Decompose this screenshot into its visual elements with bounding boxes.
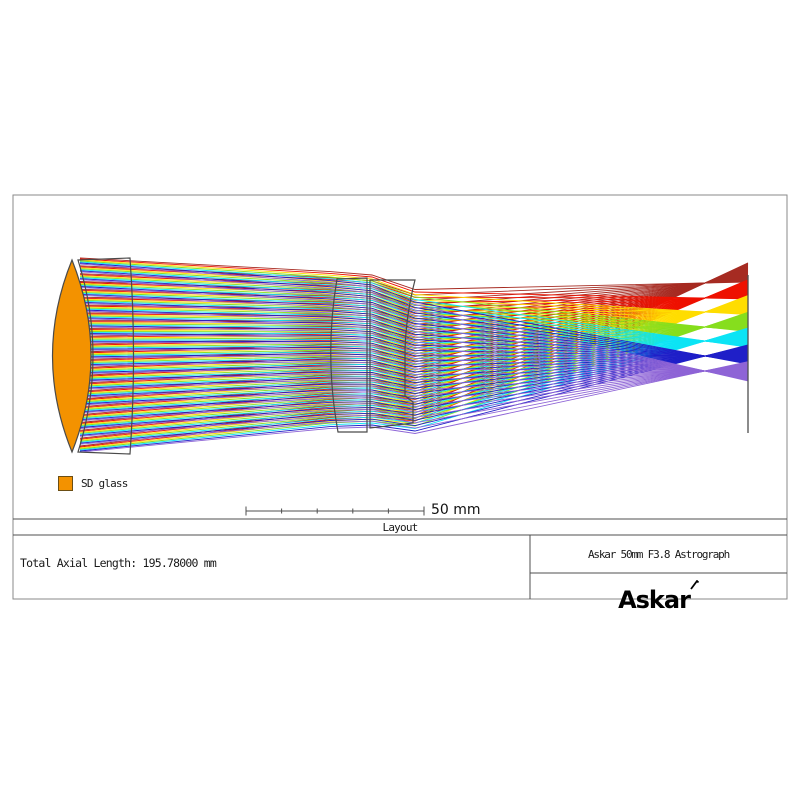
field-6-rays: [79, 262, 749, 452]
lens-elements: [51, 257, 416, 455]
field-1-focus-wedge: [705, 262, 748, 283]
brand-logo-text: Askar: [618, 586, 691, 614]
total-axial-length: Total Axial Length: 195.78000 mm: [20, 556, 217, 570]
field-5-rays: [79, 261, 749, 451]
ray-bundles: [79, 257, 749, 453]
field-3-focus-wedge: [705, 295, 748, 315]
scale-bar-label: 50 mm: [431, 502, 481, 518]
field-5-focus-wedge: [705, 328, 748, 348]
title-block-table: [12, 194, 788, 600]
brand-logo: Askar: [530, 572, 787, 613]
brand-logo-accent-icon: [690, 572, 700, 598]
system-title: Askar 50mm F3.8 Astrograph: [588, 548, 730, 561]
sd-glass-legend-label: SD glass: [81, 477, 128, 490]
front-lens-rear-element: [77, 257, 135, 455]
sd-glass-legend-swatch: [58, 476, 73, 491]
field-7-rays: [79, 263, 749, 453]
field-7-focus-wedge: [705, 361, 748, 381]
layout-title: Layout: [382, 521, 419, 534]
field-2-focus-wedge: [705, 279, 748, 299]
drawing-frame: [12, 194, 788, 600]
field-4-focus-wedge: [705, 312, 748, 332]
corrector-element-2: [369, 279, 416, 429]
front-lens-sd-glass: [51, 258, 92, 454]
field-6-focus-wedge: [705, 344, 748, 364]
scale-bar: [245, 506, 425, 516]
corrector-element-1: [330, 277, 368, 433]
